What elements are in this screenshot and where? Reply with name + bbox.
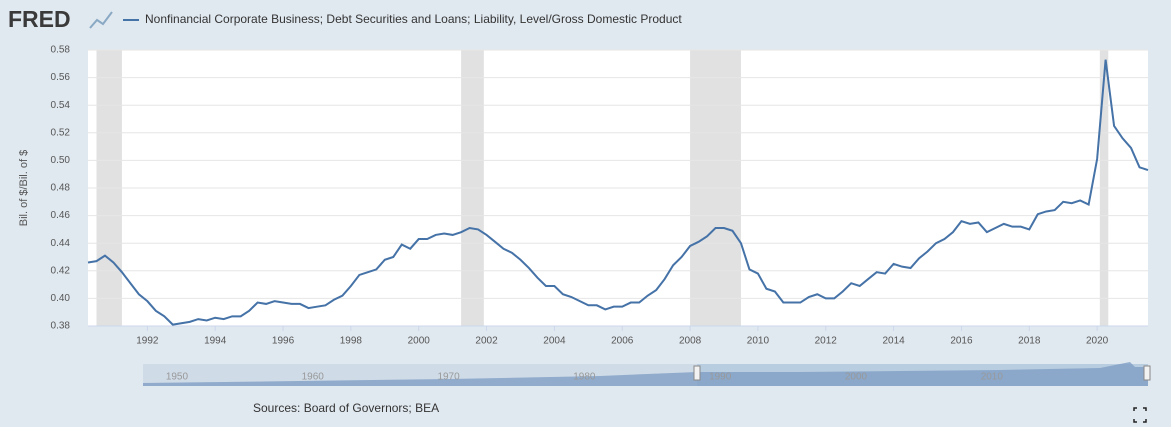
- y-tick-label: 0.44: [51, 238, 71, 249]
- x-tick-label: 2020: [1086, 336, 1109, 347]
- x-tick-label: 1994: [204, 336, 227, 347]
- navigator-handle[interactable]: [1143, 365, 1151, 381]
- y-axis-label: Bil. of $/Bil. of $: [18, 150, 30, 226]
- x-tick-label: 2010: [747, 336, 770, 347]
- x-tick-label: 2002: [475, 336, 498, 347]
- navigator-tick-label: 2010: [981, 372, 1004, 383]
- y-tick-label: 0.38: [51, 321, 71, 332]
- x-tick-label: 2018: [1018, 336, 1041, 347]
- y-tick-label: 0.50: [51, 155, 71, 166]
- y-tick-label: 0.58: [51, 45, 71, 56]
- series-line: [87, 59, 1149, 326]
- y-tick-label: 0.42: [51, 265, 71, 276]
- navigator-tick-label: 1990: [709, 372, 732, 383]
- x-tick-label: 2006: [611, 336, 634, 347]
- fullscreen-button[interactable]: [1133, 407, 1147, 423]
- x-tick-label: 2000: [408, 336, 431, 347]
- x-tick-label: 2016: [950, 336, 973, 347]
- y-tick-label: 0.54: [51, 100, 71, 111]
- logo: FRED: [8, 6, 71, 32]
- navigator-tick-label: 2000: [845, 372, 868, 383]
- x-tick-label: 2008: [679, 336, 702, 347]
- y-tick-label: 0.48: [51, 183, 71, 194]
- navigator-tick-label: 1950: [166, 372, 189, 383]
- y-tick-label: 0.40: [51, 293, 71, 304]
- source: Sources: Board of Governors; BEA: [253, 401, 439, 415]
- x-tick-label: 1992: [136, 336, 159, 347]
- navigator-tick-label: 1970: [437, 372, 460, 383]
- x-tick-label: 2012: [815, 336, 838, 347]
- y-tick-label: 0.56: [51, 72, 71, 83]
- y-tick-label: 0.52: [51, 127, 71, 138]
- navigator-tick-label: 1960: [302, 372, 325, 383]
- navigator-series: [143, 362, 1148, 386]
- x-tick-label: 2014: [882, 336, 905, 347]
- x-tick-label: 1996: [272, 336, 295, 347]
- x-tick-label: 2004: [543, 336, 566, 347]
- logo-icon: [89, 11, 113, 29]
- navigator-handle[interactable]: [693, 365, 701, 381]
- navigator-tick-label: 1980: [573, 372, 596, 383]
- x-tick-label: 1998: [340, 336, 363, 347]
- y-tick-label: 0.46: [51, 210, 71, 221]
- legend-label[interactable]: Nonfinancial Corporate Business; Debt Se…: [145, 12, 682, 26]
